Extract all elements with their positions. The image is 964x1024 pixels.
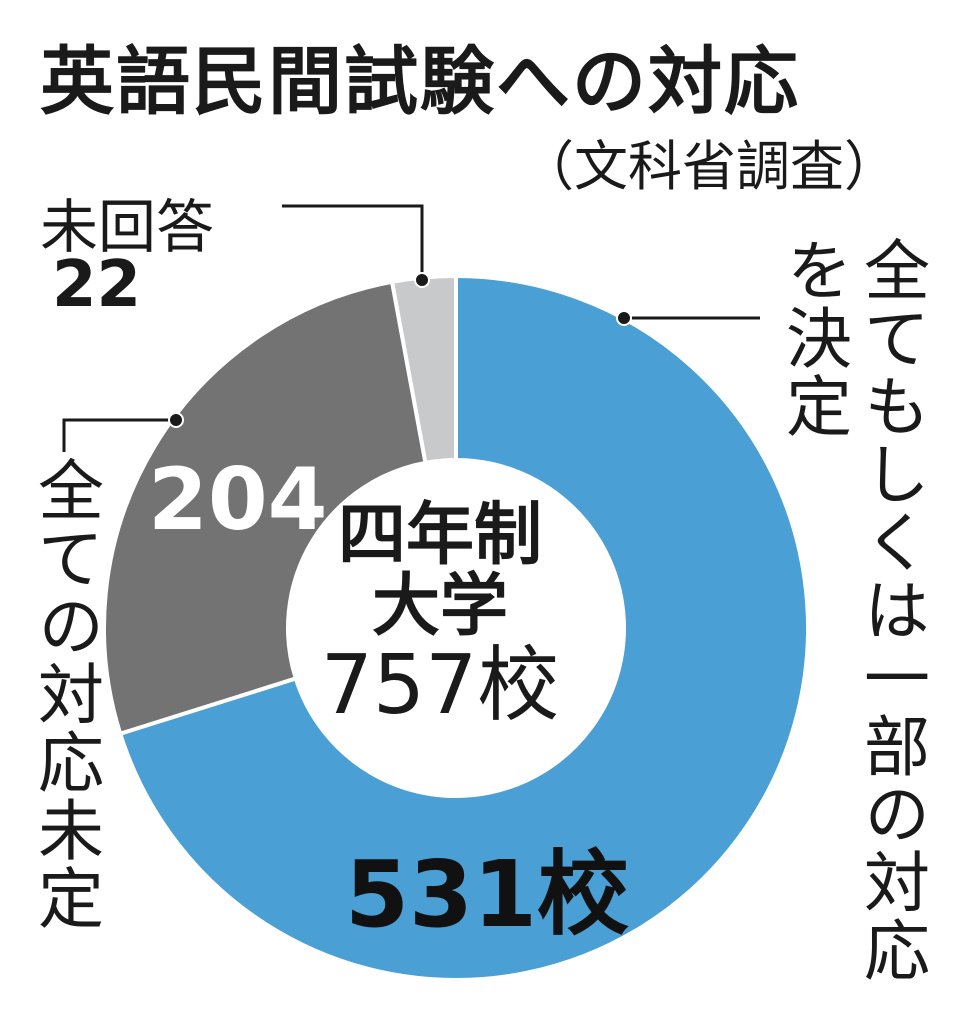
leader-unanswered xyxy=(282,204,424,280)
unanswered-label: 未回答 xyxy=(40,193,215,261)
unanswered-value: 22 xyxy=(52,248,142,322)
center-line1: 四年制 xyxy=(337,496,542,575)
center-label: 四年制 大学 757校 xyxy=(290,500,590,729)
chart-title: 英語民間試験への対応 xyxy=(40,39,800,125)
leader-dot-unanswered xyxy=(414,272,430,288)
center-line3: 757校 xyxy=(320,637,560,733)
slice-decided xyxy=(117,273,810,982)
leader-dot-undecided xyxy=(168,412,184,428)
slice-undecided xyxy=(102,279,428,737)
center-line2: 大学 xyxy=(371,567,508,647)
leader-dot-decided xyxy=(616,310,632,326)
decided-value: 531校 xyxy=(345,841,630,948)
chart-subtitle: （文科省調査） xyxy=(520,135,898,198)
undecided-value: 204 xyxy=(148,450,328,550)
leader-undecided xyxy=(62,418,176,452)
slice-unanswered xyxy=(389,273,458,466)
decided-label-col1: 全てもしくは一部の対応 xyxy=(853,236,930,984)
decided-label-col2: を決定 xyxy=(775,236,852,440)
undecided-label: 全ての対応未定 xyxy=(27,456,104,932)
